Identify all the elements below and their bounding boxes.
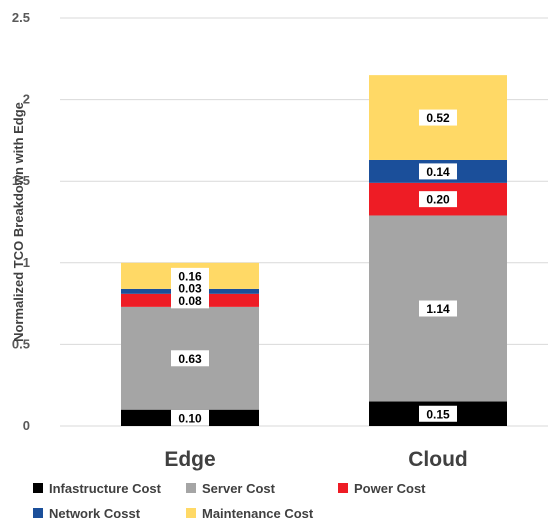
y-axis-ticks: 0 0.5 1 1.5 2 2.5: [12, 10, 30, 433]
data-label: 0.03: [178, 281, 202, 295]
data-label: 0.15: [426, 407, 450, 421]
y-tick-label: 2.5: [12, 10, 30, 25]
data-label: 0.20: [426, 193, 450, 207]
data-label-box: [171, 350, 209, 367]
y-tick-label: 0: [23, 418, 30, 433]
bars: [121, 75, 507, 426]
legend-label: Network Cosst: [49, 506, 141, 521]
data-label: 0.16: [178, 269, 202, 283]
data-label-box: [419, 191, 457, 208]
legend-swatch: [33, 508, 43, 518]
data-label-box: [171, 267, 209, 284]
y-tick-label: 1.5: [12, 173, 30, 188]
data-label: 0.63: [178, 352, 202, 366]
x-category-label: Cloud: [408, 448, 467, 471]
data-label-box: [419, 163, 457, 180]
data-label: 1.14: [426, 302, 450, 316]
y-tick-label: 0.5: [12, 336, 30, 351]
data-label-box: [171, 292, 209, 309]
data-label: 0.14: [426, 165, 450, 179]
legend-label: Infastructure Cost: [49, 481, 162, 496]
data-label-box: [419, 300, 457, 317]
data-labels: 0.10 0.63 0.080.030.16 0.15 1.14 0.20 0.14 0.52: [171, 109, 457, 426]
legend: Infastructure Cost Server Cost Power Cost N…: [33, 481, 426, 521]
legend-swatch: [186, 508, 196, 518]
x-axis-categories: Edge Cloud: [164, 448, 467, 471]
legend-swatch: [33, 483, 43, 493]
y-axis-label: Normalized TCO Breakdown with Edge: [11, 102, 26, 342]
legend-swatch: [338, 483, 348, 493]
y-tick-label: 1: [23, 255, 30, 270]
data-label: 0.52: [426, 111, 450, 125]
data-label-box: [171, 279, 209, 296]
data-label-box: [419, 109, 457, 126]
data-label-box: [419, 405, 457, 422]
data-label: 0.08: [178, 294, 202, 308]
data-label: 0.10: [178, 411, 202, 425]
y-tick-label: 2: [23, 92, 30, 107]
legend-label: Server Cost: [202, 481, 276, 496]
x-category-label: Edge: [164, 448, 215, 471]
legend-swatch: [186, 483, 196, 493]
legend-label: Power Cost: [354, 481, 426, 496]
legend-label: Maintenance Cost: [202, 506, 314, 521]
data-label-box: [171, 409, 209, 426]
